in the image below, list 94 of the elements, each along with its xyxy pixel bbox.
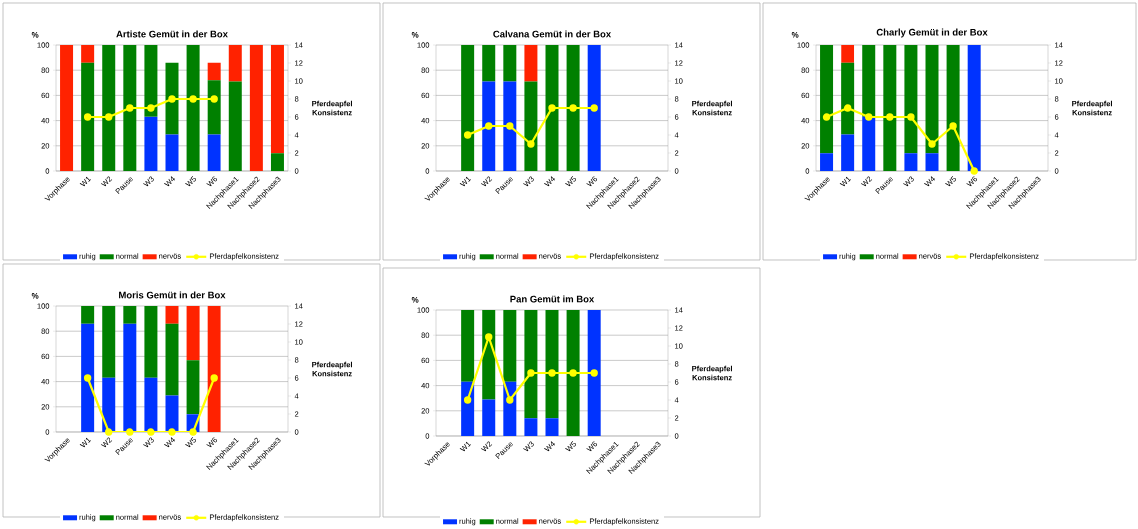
bar xyxy=(904,153,918,171)
bar xyxy=(503,309,517,382)
point xyxy=(928,140,936,148)
point xyxy=(189,95,197,103)
bar xyxy=(841,134,855,171)
point xyxy=(527,369,535,377)
point xyxy=(949,122,957,130)
bar xyxy=(207,134,221,171)
bar xyxy=(925,153,939,171)
bar xyxy=(270,153,284,171)
bar xyxy=(81,62,95,171)
bar xyxy=(967,44,981,171)
bar xyxy=(144,44,158,117)
bar xyxy=(207,80,221,135)
bar xyxy=(524,418,538,436)
bar xyxy=(841,62,855,135)
point xyxy=(506,122,514,130)
bar xyxy=(186,305,200,361)
bar xyxy=(524,309,538,419)
y-axis-title: % xyxy=(31,31,39,38)
point xyxy=(548,369,556,377)
y-axis-title: % xyxy=(411,296,419,303)
bar xyxy=(186,360,200,415)
bar xyxy=(60,44,74,171)
bar xyxy=(102,305,116,378)
bar xyxy=(925,44,939,154)
chart-title: Charly Gemüt in der Box xyxy=(876,28,988,38)
bar xyxy=(566,309,580,436)
point xyxy=(527,140,535,148)
point xyxy=(886,113,894,121)
chart-title: Pan Gemüt im Box xyxy=(510,295,595,303)
bar xyxy=(123,44,137,171)
point xyxy=(569,104,577,112)
bar xyxy=(228,44,242,82)
point xyxy=(907,113,915,121)
bar xyxy=(102,377,116,432)
bar xyxy=(249,44,263,171)
point xyxy=(463,131,472,139)
point xyxy=(210,95,218,103)
bar xyxy=(946,44,960,171)
bar xyxy=(81,323,95,432)
chart-title: Moris Gemüt in der Box xyxy=(119,291,226,299)
point xyxy=(548,104,556,112)
point xyxy=(569,369,577,377)
bar xyxy=(207,305,221,432)
y-axis-title: % xyxy=(31,292,39,299)
bar xyxy=(883,44,897,171)
bar xyxy=(144,116,158,171)
bar xyxy=(186,44,200,171)
point xyxy=(822,113,831,121)
point xyxy=(126,104,134,112)
bar xyxy=(228,81,242,171)
point xyxy=(485,333,493,341)
bar xyxy=(102,44,116,171)
bar xyxy=(165,62,179,135)
bar xyxy=(587,309,601,436)
bar xyxy=(270,44,284,154)
bar xyxy=(461,309,475,382)
bar xyxy=(144,377,158,432)
point xyxy=(168,95,176,103)
point xyxy=(83,113,92,121)
point xyxy=(463,396,472,404)
bar xyxy=(123,323,137,432)
chart-title: Artiste Gemüt in der Box xyxy=(116,30,228,38)
chart-title: Calvana Gemüt in der Box xyxy=(493,30,612,38)
point xyxy=(590,369,598,377)
bar xyxy=(81,44,95,63)
point xyxy=(105,113,113,121)
bar xyxy=(165,305,179,324)
bar xyxy=(904,44,918,154)
point xyxy=(590,104,598,112)
point xyxy=(147,104,155,112)
bar xyxy=(820,44,834,154)
point xyxy=(970,167,978,175)
bar xyxy=(862,116,876,171)
point xyxy=(506,396,514,404)
bar xyxy=(545,418,559,436)
bar xyxy=(144,305,158,378)
bar xyxy=(207,62,221,81)
bar xyxy=(482,399,496,436)
bar xyxy=(81,305,95,324)
bar xyxy=(165,323,179,396)
bar xyxy=(545,309,559,419)
point xyxy=(865,113,873,121)
bar xyxy=(862,44,876,117)
bar xyxy=(165,134,179,171)
point xyxy=(843,104,852,112)
bar xyxy=(165,395,179,432)
y-axis-title: % xyxy=(791,31,799,38)
bar xyxy=(841,44,855,63)
bar xyxy=(123,305,137,324)
bar xyxy=(820,153,834,171)
point xyxy=(485,122,493,130)
y-axis-title: % xyxy=(411,31,419,38)
